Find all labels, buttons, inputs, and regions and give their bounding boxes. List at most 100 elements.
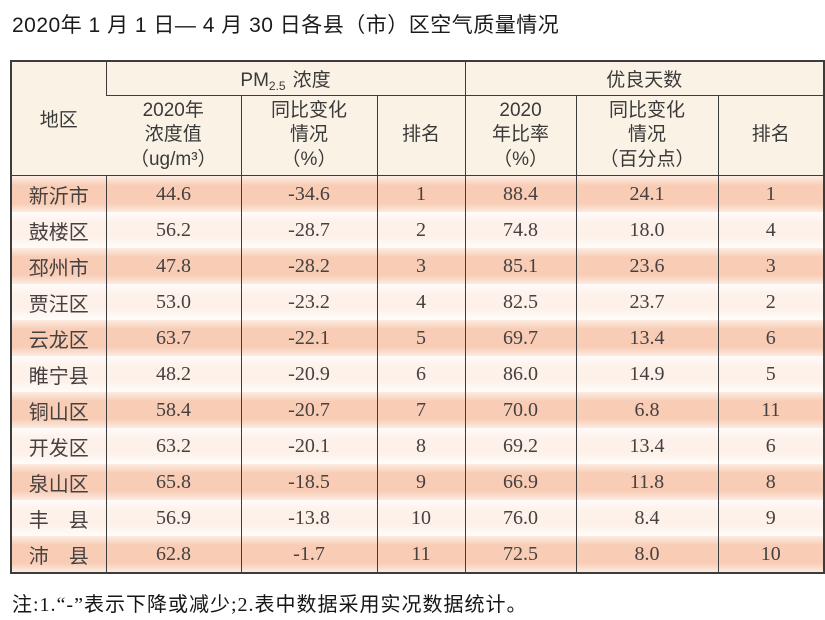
cell-pm-rank: 9 (376, 464, 466, 501)
cell-region: 铜山区 (11, 392, 106, 429)
group-header-pm25: PM2.5 浓度 (105, 61, 466, 97)
table-row: 睢宁县 48.2 -20.9 6 86.0 14.9 5 (11, 356, 825, 393)
cell-region: 贾汪区 (11, 284, 106, 321)
cell-days-change: 8.4 (575, 500, 719, 537)
table-row: 贾汪区 53.0 -23.2 4 82.5 23.7 2 (11, 284, 825, 321)
cell-days-rate: 66.9 (464, 464, 577, 501)
pm25-label-prefix: PM (240, 69, 269, 91)
cell-region: 新沂市 (11, 175, 106, 213)
cell-region: 泉山区 (11, 464, 106, 501)
cell-days-rate: 88.4 (464, 175, 577, 213)
cell-days-rank: 2 (717, 284, 825, 321)
cell-days-rank: 4 (717, 212, 825, 249)
cell-region: 沛 县 (11, 536, 106, 574)
column-header-days-rank: 排名 (717, 95, 825, 177)
table-row: 泉山区 65.8 -18.5 9 66.9 11.8 8 (11, 464, 825, 501)
cell-days-rate: 85.1 (464, 248, 577, 285)
cell-days-rank: 6 (717, 320, 825, 357)
column-header-pm-change: 同比变化 情况 （%） (240, 95, 377, 177)
table-row: 开发区 63.2 -20.1 8 69.2 13.4 6 (11, 428, 825, 465)
column-header-pm-value: 2020年 浓度值 （ug/m³） (106, 95, 241, 177)
cell-region: 开发区 (11, 428, 106, 465)
cell-pm-rank: 7 (376, 392, 466, 429)
cell-pm-value: 44.6 (105, 175, 241, 213)
cell-pm-rank: 6 (376, 356, 466, 393)
cell-days-rank: 10 (717, 536, 825, 574)
cell-pm-change: -13.8 (240, 500, 377, 537)
cell-days-change: 23.7 (575, 284, 719, 321)
table-body: 新沂市 44.6 -34.6 1 88.4 24.1 1 鼓楼区 56.2 -28.7 2 74.8 1… (11, 175, 825, 574)
cell-pm-rank: 3 (376, 248, 466, 285)
cell-days-rank: 3 (717, 248, 825, 285)
column-header-pm-rank: 排名 (376, 95, 466, 177)
cell-pm-value: 56.9 (105, 500, 241, 537)
cell-pm-value: 63.2 (105, 428, 241, 465)
group-header-row: 地区 PM2.5 浓度 优良天数 (11, 61, 825, 177)
cell-pm-rank: 4 (376, 284, 466, 321)
cell-pm-change: -22.1 (240, 320, 377, 357)
cell-days-rate: 86.0 (464, 356, 577, 393)
pm25-subscript: 2.5 (268, 78, 286, 93)
table-row: 铜山区 58.4 -20.7 7 70.0 6.8 11 (11, 392, 825, 429)
cell-days-change: 11.8 (575, 464, 719, 501)
cell-pm-value: 47.8 (105, 248, 241, 285)
cell-pm-rank: 2 (376, 212, 466, 249)
cell-days-rate: 69.7 (464, 320, 577, 357)
table-row: 云龙区 63.7 -22.1 5 69.7 13.4 6 (11, 320, 825, 357)
cell-days-rank: 11 (717, 392, 825, 429)
cell-pm-rank: 1 (376, 175, 466, 213)
table-header: 地区 PM2.5 浓度 优良天数 2020年 浓度值 （ug/m³） 同比变化 情… (11, 61, 825, 177)
cell-days-change: 13.4 (575, 428, 719, 465)
table-row: 邳州市 47.8 -28.2 3 85.1 23.6 3 (11, 248, 825, 285)
cell-pm-change: -20.9 (240, 356, 377, 393)
column-header-days-change: 同比变化 情况 （百分点） (575, 95, 719, 177)
cell-pm-value: 48.2 (105, 356, 241, 393)
column-header-region: 地区 (11, 61, 106, 177)
table-row: 丰 县 56.9 -13.8 10 76.0 8.4 9 (11, 500, 825, 537)
cell-pm-change: -1.7 (240, 536, 377, 574)
cell-region: 睢宁县 (11, 356, 106, 393)
cell-pm-change: -18.5 (240, 464, 377, 501)
sub-header-row: 2020年 浓度值 （ug/m³） 同比变化 情况 （%） 排名 2020 年比… (11, 95, 825, 177)
page-title: 2020年 1 月 1 日— 4 月 30 日各县（市）区空气质量情况 (12, 14, 560, 37)
cell-days-rate: 72.5 (464, 536, 577, 574)
cell-days-rank: 9 (717, 500, 825, 537)
cell-days-rank: 1 (717, 175, 825, 213)
pm25-label-suffix: 浓度 (292, 69, 331, 91)
cell-pm-change: -20.1 (240, 428, 377, 465)
table-row: 鼓楼区 56.2 -28.7 2 74.8 18.0 4 (11, 212, 825, 249)
footnote: 注:1.“-”表示下降或减少;2.表中数据采用实况数据统计。 (12, 594, 528, 617)
cell-days-rank: 6 (717, 428, 825, 465)
cell-pm-value: 58.4 (105, 392, 241, 429)
group-header-good-days: 优良天数 (464, 61, 825, 97)
table-row: 新沂市 44.6 -34.6 1 88.4 24.1 1 (11, 175, 825, 213)
cell-pm-change: -34.6 (240, 175, 377, 213)
cell-region: 丰 县 (11, 500, 106, 537)
cell-days-change: 6.8 (575, 392, 719, 429)
cell-pm-change: -20.7 (240, 392, 377, 429)
cell-days-rate: 76.0 (464, 500, 577, 537)
cell-pm-change: -23.2 (240, 284, 377, 321)
cell-pm-value: 65.8 (105, 464, 241, 501)
cell-days-change: 24.1 (575, 175, 719, 213)
cell-pm-rank: 5 (376, 320, 466, 357)
cell-days-change: 13.4 (575, 320, 719, 357)
cell-days-rate: 70.0 (464, 392, 577, 429)
cell-days-rate: 69.2 (464, 428, 577, 465)
cell-days-rate: 82.5 (464, 284, 577, 321)
cell-pm-value: 56.2 (105, 212, 241, 249)
cell-pm-value: 53.0 (105, 284, 241, 321)
air-quality-table: 地区 PM2.5 浓度 优良天数 2020年 浓度值 （ug/m³） 同比变化 情… (10, 60, 825, 575)
cell-days-rank: 5 (717, 356, 825, 393)
cell-region: 云龙区 (11, 320, 106, 357)
cell-days-change: 14.9 (575, 356, 719, 393)
cell-region: 鼓楼区 (11, 212, 106, 249)
cell-days-rate: 74.8 (464, 212, 577, 249)
cell-pm-rank: 8 (376, 428, 466, 465)
cell-days-change: 23.6 (575, 248, 719, 285)
table-row: 沛 县 62.8 -1.7 11 72.5 8.0 10 (11, 536, 825, 574)
cell-days-change: 8.0 (575, 536, 719, 574)
cell-days-rank: 8 (717, 464, 825, 501)
cell-region: 邳州市 (11, 248, 106, 285)
